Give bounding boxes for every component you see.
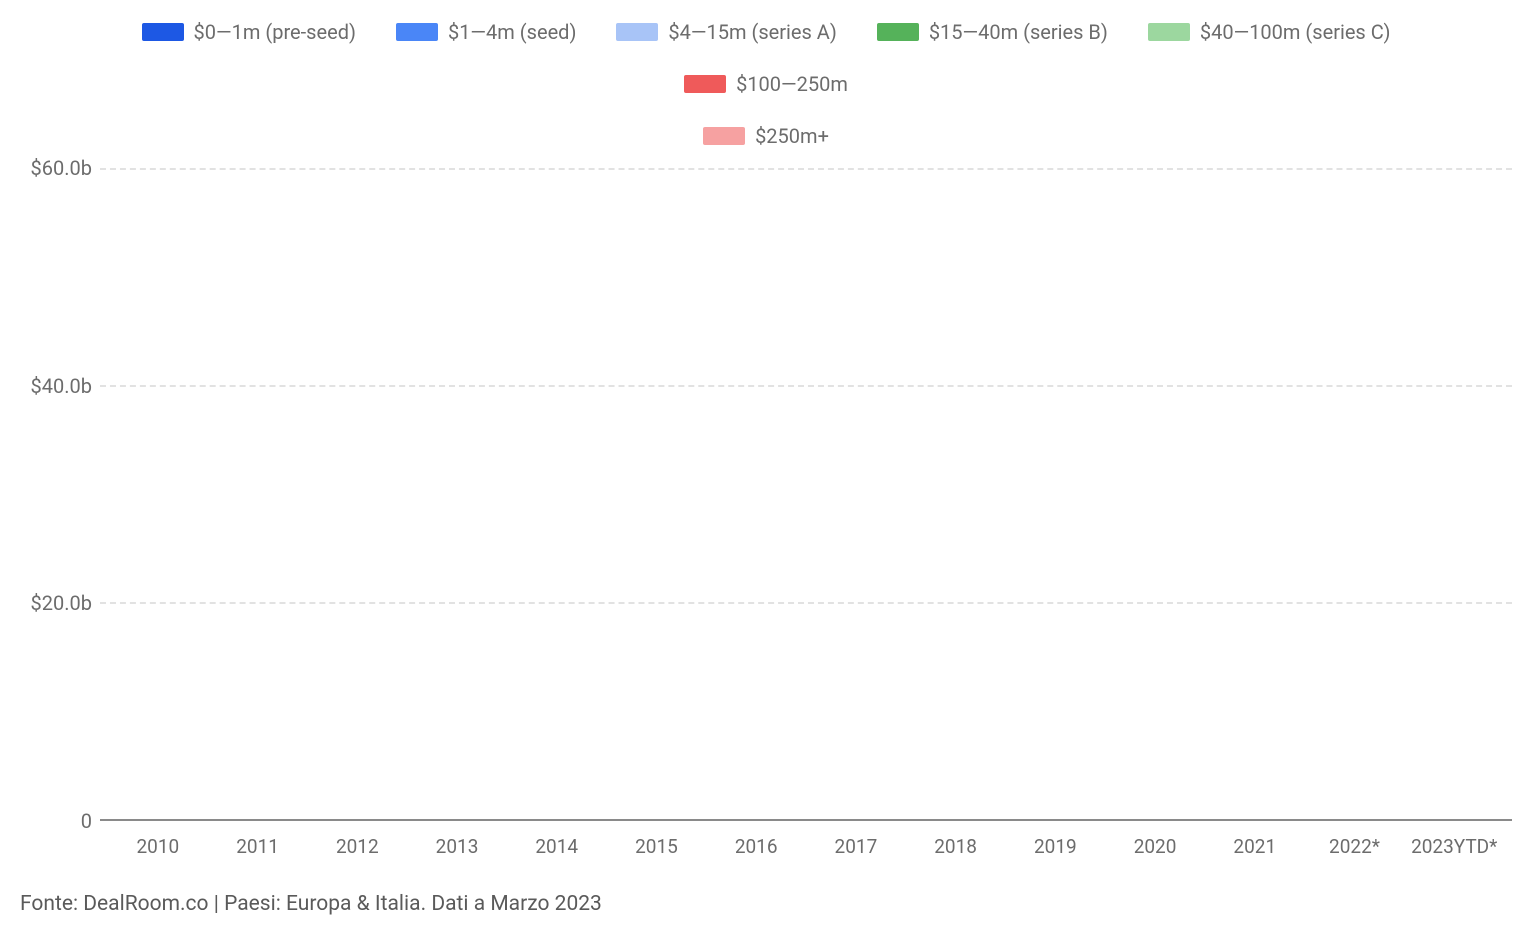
gridline	[100, 602, 1512, 604]
source-footer: Fonte: DealRoom.co | Paesi: Europa & Ita…	[20, 858, 1512, 930]
legend-swatch	[877, 23, 919, 41]
legend-item: $250m+	[703, 124, 829, 148]
x-tick-label: 2015	[607, 835, 707, 858]
bar-column	[307, 168, 407, 819]
x-tick-label: 2018	[906, 835, 1006, 858]
legend-swatch	[616, 23, 658, 41]
x-tick-label: 2023YTD*	[1404, 835, 1504, 858]
x-tick-label: 2013	[407, 835, 507, 858]
bar	[824, 812, 888, 819]
x-tick-label: 2014	[507, 835, 607, 858]
bar	[1023, 812, 1087, 819]
legend-item: $100—250m	[684, 72, 848, 96]
x-tick-label: 2021	[1205, 835, 1305, 858]
bar-column	[1205, 168, 1305, 819]
bar	[724, 812, 788, 819]
bar	[625, 812, 689, 819]
legend-item: $15—40m (series B)	[877, 20, 1108, 44]
bar-column	[607, 168, 707, 819]
x-labels: 2010201120122013201420152016201720182019…	[100, 821, 1512, 858]
y-axis: 0$20.0b$40.0b$60.0b	[20, 168, 100, 821]
x-tick-label: 2016	[706, 835, 806, 858]
bar	[126, 812, 190, 819]
legend-swatch	[703, 127, 745, 145]
bar-column	[108, 168, 208, 819]
bar	[425, 812, 489, 819]
legend-swatch	[684, 75, 726, 93]
bar	[525, 812, 589, 819]
legend-swatch	[142, 23, 184, 41]
y-tick-label: 0	[81, 809, 92, 833]
bar-column	[1404, 168, 1504, 819]
y-tick-label: $60.0b	[31, 156, 92, 180]
legend-swatch	[396, 23, 438, 41]
legend-label: $250m+	[755, 124, 829, 148]
bar-column	[1305, 168, 1405, 819]
bar	[226, 812, 290, 819]
legend-swatch	[1148, 23, 1190, 41]
legend-item: $4—15m (series A)	[616, 20, 836, 44]
bar-column	[507, 168, 607, 819]
gridline	[100, 385, 1512, 387]
bar	[1223, 812, 1287, 819]
bar-column	[208, 168, 308, 819]
chart-container: $0—1m (pre-seed) $1—4m (seed) $4—15m (seri…	[0, 0, 1532, 930]
legend-label: $100—250m	[736, 72, 848, 96]
x-tick-label: 2019	[1005, 835, 1105, 858]
bar-column	[806, 168, 906, 819]
legend-label: $0—1m (pre-seed)	[194, 20, 356, 44]
x-tick-label: 2011	[208, 835, 308, 858]
source-text: Fonte: DealRoom.co | Paesi: Europa & Ita…	[20, 892, 602, 916]
legend-label: $1—4m (seed)	[448, 20, 576, 44]
legend-label: $40—100m (series C)	[1200, 20, 1391, 44]
gridline	[100, 168, 1512, 170]
bar-column	[407, 168, 507, 819]
bars-container	[100, 168, 1512, 819]
legend: $0—1m (pre-seed) $1—4m (seed) $4—15m (seri…	[20, 10, 1512, 168]
chart-area: 0$20.0b$40.0b$60.0b	[20, 168, 1512, 821]
y-tick-label: $20.0b	[31, 591, 92, 615]
x-tick-label: 2010	[108, 835, 208, 858]
x-axis: 2010201120122013201420152016201720182019…	[20, 821, 1512, 858]
bar-column	[706, 168, 806, 819]
bar-column	[906, 168, 1006, 819]
legend-label: $15—40m (series B)	[929, 20, 1108, 44]
bar-column	[1005, 168, 1105, 819]
bar	[325, 812, 389, 819]
plot-area	[100, 168, 1512, 821]
bar	[924, 812, 988, 819]
x-tick-label: 2022*	[1305, 835, 1405, 858]
bar	[1323, 812, 1387, 819]
bar	[1422, 812, 1486, 819]
legend-item: $1—4m (seed)	[396, 20, 576, 44]
legend-label: $4—15m (series A)	[668, 20, 836, 44]
y-tick-label: $40.0b	[31, 374, 92, 398]
legend-item: $0—1m (pre-seed)	[142, 20, 356, 44]
bar-column	[1105, 168, 1205, 819]
x-tick-label: 2012	[307, 835, 407, 858]
bar	[1123, 812, 1187, 819]
legend-item: $40—100m (series C)	[1148, 20, 1391, 44]
x-tick-label: 2017	[806, 835, 906, 858]
x-tick-label: 2020	[1105, 835, 1205, 858]
